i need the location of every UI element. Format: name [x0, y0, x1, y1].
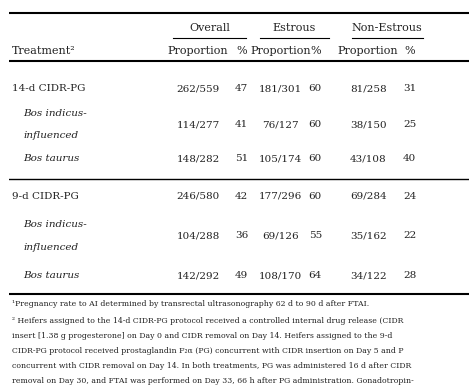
Text: 24: 24	[403, 192, 416, 201]
Text: 76/127: 76/127	[263, 120, 299, 129]
Text: 25: 25	[403, 120, 416, 129]
Text: 181/301: 181/301	[259, 84, 302, 93]
Text: 60: 60	[309, 192, 322, 201]
Text: Proportion: Proportion	[338, 46, 399, 56]
Text: 177/296: 177/296	[259, 192, 302, 201]
Text: 34/122: 34/122	[350, 271, 386, 280]
Text: 41: 41	[235, 120, 248, 129]
Text: Proportion: Proportion	[168, 46, 228, 56]
Text: 40: 40	[403, 154, 416, 163]
Text: 60: 60	[309, 84, 322, 93]
Text: removal on Day 30, and FTAI was performed on Day 33, 66 h after PG administratio: removal on Day 30, and FTAI was performe…	[12, 377, 413, 385]
Text: 22: 22	[403, 231, 416, 240]
Text: 60: 60	[309, 120, 322, 129]
Text: 69/126: 69/126	[263, 231, 299, 240]
Text: 69/284: 69/284	[350, 192, 386, 201]
Text: 38/150: 38/150	[350, 120, 386, 129]
Text: 148/282: 148/282	[176, 154, 219, 163]
Text: 108/170: 108/170	[259, 271, 302, 280]
Text: insert [1.38 g progesterone] on Day 0 and CIDR removal on Day 14. Heifers assign: insert [1.38 g progesterone] on Day 0 an…	[12, 332, 392, 340]
Text: Proportion: Proportion	[250, 46, 311, 56]
Text: 49: 49	[235, 271, 248, 280]
Text: 104/288: 104/288	[176, 231, 219, 240]
Text: Bos indicus-: Bos indicus-	[23, 109, 87, 118]
Text: 28: 28	[403, 271, 416, 280]
Text: 47: 47	[235, 84, 248, 93]
Text: 36: 36	[235, 231, 248, 240]
Text: 42: 42	[235, 192, 248, 201]
Text: ¹Pregnancy rate to AI determined by transrectal ultrasonography 62 d to 90 d aft: ¹Pregnancy rate to AI determined by tran…	[12, 300, 369, 308]
Text: 81/258: 81/258	[350, 84, 386, 93]
Text: 43/108: 43/108	[350, 154, 386, 163]
Text: ² Heifers assigned to the 14-d CIDR-PG protocol received a controlled internal d: ² Heifers assigned to the 14-d CIDR-PG p…	[12, 317, 403, 325]
Text: %: %	[310, 46, 320, 56]
Text: Treatment²: Treatment²	[12, 46, 75, 56]
Text: 246/580: 246/580	[176, 192, 219, 201]
Text: 35/162: 35/162	[350, 231, 386, 240]
Text: concurrent with CIDR removal on Day 14. In both treatments, PG was administered : concurrent with CIDR removal on Day 14. …	[12, 362, 411, 370]
Text: 55: 55	[309, 231, 322, 240]
Text: Bos indicus-: Bos indicus-	[23, 220, 87, 229]
Text: 142/292: 142/292	[176, 271, 219, 280]
Text: 64: 64	[309, 271, 322, 280]
Text: Bos taurus: Bos taurus	[23, 154, 80, 163]
Text: 51: 51	[235, 154, 248, 163]
Text: Overall: Overall	[189, 23, 230, 33]
Text: 31: 31	[403, 84, 416, 93]
Text: %: %	[404, 46, 415, 56]
Text: Bos taurus: Bos taurus	[23, 271, 80, 280]
Text: Estrous: Estrous	[273, 23, 316, 33]
Text: 9-d CIDR-PG: 9-d CIDR-PG	[12, 192, 79, 201]
Text: CIDR-PG protocol received prostaglandin F₂α (PG) concurrent with CIDR insertion : CIDR-PG protocol received prostaglandin …	[12, 347, 403, 355]
Text: %: %	[237, 46, 247, 56]
Text: 14-d CIDR-PG: 14-d CIDR-PG	[12, 84, 85, 93]
Text: influenced: influenced	[23, 131, 78, 141]
Text: 262/559: 262/559	[176, 84, 219, 93]
Text: Non-Estrous: Non-Estrous	[351, 23, 422, 33]
Text: 105/174: 105/174	[259, 154, 302, 163]
Text: 114/277: 114/277	[176, 120, 219, 129]
Text: influenced: influenced	[23, 243, 78, 252]
Text: 60: 60	[309, 154, 322, 163]
